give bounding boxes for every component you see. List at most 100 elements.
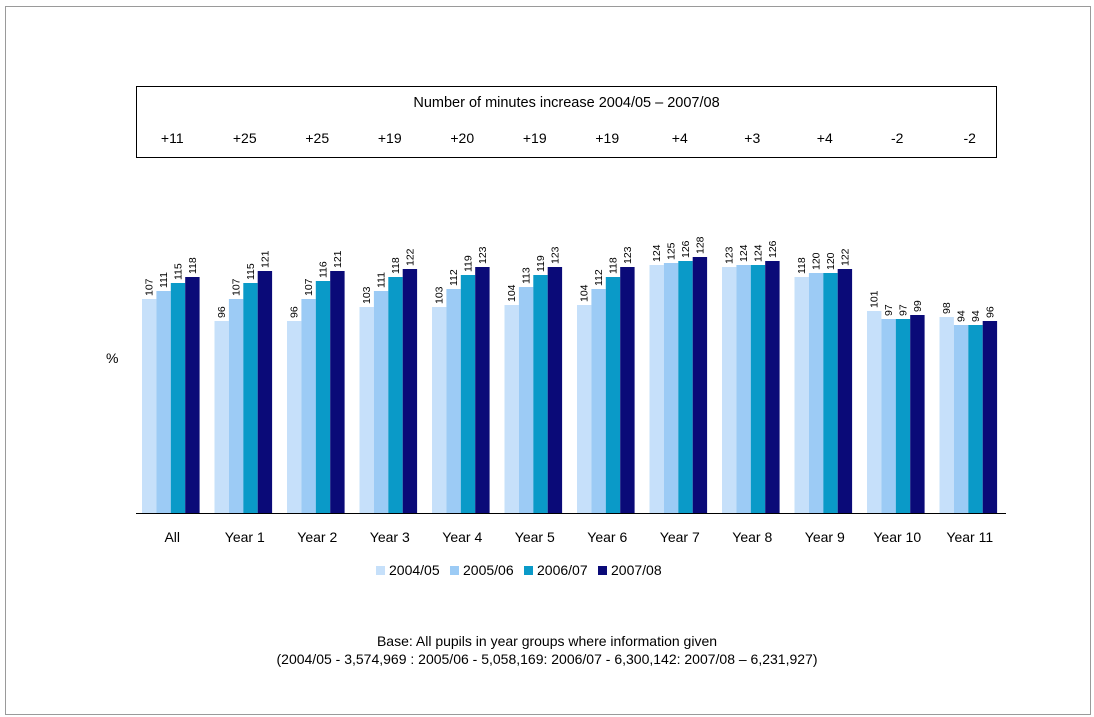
x-tick-label: Year 7 bbox=[660, 529, 700, 545]
bar-data-label: 116 bbox=[318, 261, 330, 278]
bar bbox=[547, 267, 563, 513]
increase-value: +3 bbox=[744, 130, 761, 146]
increase-value: +20 bbox=[450, 130, 475, 146]
bar bbox=[591, 289, 606, 513]
bar-data-label: 123 bbox=[477, 246, 489, 264]
x-tick-label: All bbox=[164, 529, 180, 545]
bar-data-label: 119 bbox=[535, 255, 547, 272]
increase-value: +4 bbox=[816, 130, 833, 146]
bar bbox=[605, 277, 621, 513]
bar-data-label: 126 bbox=[767, 240, 779, 258]
y-axis-label: % bbox=[106, 350, 119, 366]
bar bbox=[373, 291, 389, 513]
bar-data-label: 107 bbox=[231, 278, 243, 296]
x-tick-label: Year 8 bbox=[732, 529, 772, 545]
increase-box-title: Number of minutes increase 2004/05 – 200… bbox=[413, 95, 720, 111]
bar-data-label: 111 bbox=[158, 272, 170, 288]
bar bbox=[692, 257, 708, 513]
bar bbox=[678, 261, 693, 513]
increase-value: +25 bbox=[305, 130, 330, 146]
increase-value: -2 bbox=[963, 130, 976, 146]
bar bbox=[881, 319, 896, 513]
x-tick-label: Year 2 bbox=[297, 529, 337, 545]
bar bbox=[142, 299, 157, 513]
increase-value: +19 bbox=[377, 130, 402, 146]
bar bbox=[722, 267, 737, 513]
legend-label: 2007/08 bbox=[611, 562, 662, 578]
bar-data-label: 120 bbox=[811, 252, 823, 270]
bar-data-label: 115 bbox=[245, 263, 257, 280]
base-note-line1: Base: All pupils in year groups where in… bbox=[376, 633, 718, 649]
bar bbox=[750, 265, 766, 513]
bar-data-label: 124 bbox=[651, 244, 663, 262]
base-note-line2: (2004/05 - 3,574,969 : 2005/06 - 5,058,1… bbox=[276, 651, 818, 667]
bar-data-label: 94 bbox=[970, 310, 982, 322]
bar bbox=[359, 307, 374, 513]
x-tick-label: Year 11 bbox=[946, 529, 993, 545]
bar bbox=[518, 287, 534, 513]
x-tick-label: Year 4 bbox=[442, 529, 482, 545]
x-tick-label: Year 5 bbox=[515, 529, 555, 545]
bar bbox=[185, 277, 200, 513]
bar-data-label: 118 bbox=[390, 257, 402, 274]
bar-data-label: 118 bbox=[796, 257, 808, 274]
bar-data-label: 121 bbox=[332, 250, 344, 268]
bar-data-label: 103 bbox=[361, 286, 373, 304]
bar-data-label: 94 bbox=[956, 310, 968, 322]
bar-data-label: 122 bbox=[404, 248, 416, 266]
bar bbox=[765, 261, 780, 513]
bar-data-label: 104 bbox=[579, 284, 591, 302]
bar-data-label: 103 bbox=[434, 286, 446, 304]
bar-data-label: 124 bbox=[753, 244, 765, 262]
bar bbox=[968, 325, 983, 513]
bar bbox=[460, 275, 476, 513]
bar bbox=[577, 305, 592, 513]
bar bbox=[823, 273, 838, 513]
x-tick-label: Year 1 bbox=[225, 529, 265, 545]
bar bbox=[867, 311, 882, 513]
bar bbox=[243, 283, 258, 513]
bar-data-label: 121 bbox=[259, 250, 271, 268]
bar-data-label: 96 bbox=[289, 306, 301, 318]
bar bbox=[475, 267, 490, 513]
bar-data-label: 104 bbox=[506, 284, 518, 302]
bar-data-label: 107 bbox=[144, 278, 156, 296]
bar-data-label: 97 bbox=[883, 304, 895, 316]
bar-data-label: 112 bbox=[448, 269, 460, 286]
bar bbox=[301, 299, 316, 513]
bar bbox=[953, 325, 969, 513]
bar-data-label: 112 bbox=[593, 269, 605, 286]
bar-data-label: 99 bbox=[912, 300, 924, 312]
increase-value: +25 bbox=[232, 130, 257, 146]
increase-value: -2 bbox=[891, 130, 904, 146]
bar-data-label: 96 bbox=[216, 306, 228, 318]
legend-label: 2005/06 bbox=[463, 562, 514, 578]
bar-data-label: 124 bbox=[738, 244, 750, 262]
bar-data-label: 97 bbox=[898, 304, 910, 316]
legend-swatch bbox=[450, 566, 459, 575]
bar bbox=[156, 291, 171, 513]
legend-label: 2006/07 bbox=[537, 562, 588, 578]
bar-data-label: 98 bbox=[941, 302, 953, 314]
chart-frame bbox=[5, 6, 1091, 715]
bar bbox=[287, 321, 302, 513]
x-tick-label: Year 6 bbox=[587, 529, 627, 545]
bar bbox=[837, 269, 853, 513]
bar-data-label: 128 bbox=[694, 236, 706, 254]
bar bbox=[330, 271, 345, 513]
bar-data-label: 118 bbox=[187, 257, 199, 274]
bar-data-label: 101 bbox=[869, 290, 881, 308]
increase-value: +11 bbox=[160, 130, 184, 146]
increase-value: +19 bbox=[595, 130, 620, 146]
bar bbox=[910, 315, 925, 513]
bar bbox=[808, 273, 824, 513]
bar bbox=[446, 289, 461, 513]
x-tick-label: Year 10 bbox=[873, 529, 921, 545]
bar bbox=[736, 265, 751, 513]
bar bbox=[388, 277, 403, 513]
x-tick-label: Year 9 bbox=[805, 529, 845, 545]
bar bbox=[228, 299, 244, 513]
legend-swatch bbox=[376, 566, 385, 575]
bar-data-label: 122 bbox=[839, 248, 851, 266]
